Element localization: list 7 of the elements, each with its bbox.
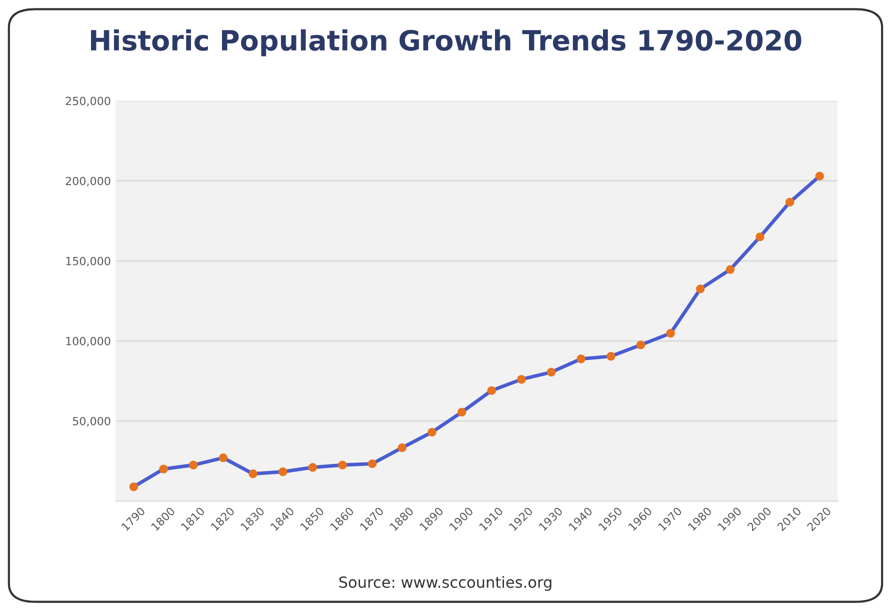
y-tick-label: 200,000	[66, 176, 110, 186]
source-note: Source: www.sccounties.org	[339, 576, 552, 591]
y-tick-label: 150,000	[66, 256, 110, 266]
chart-title: Historic Population Growth Trends 1790-2020	[90, 29, 802, 56]
y-tick-label: 250,000	[66, 96, 110, 106]
y-tick-label: 100,000	[66, 336, 110, 346]
y-tick-label: 50,000	[72, 416, 110, 426]
